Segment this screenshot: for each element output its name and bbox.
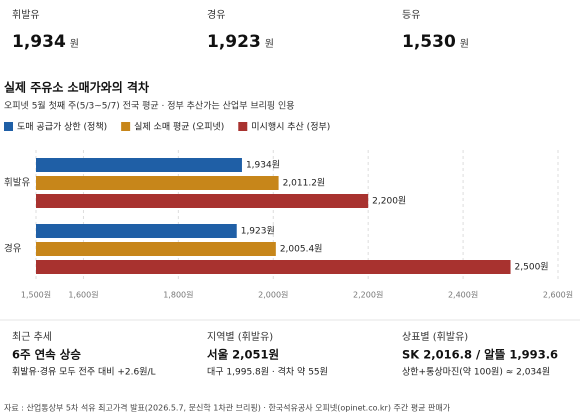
stat-value: SK 2,016.8 / 알뜰 1,993.6 bbox=[402, 348, 558, 362]
bar bbox=[36, 176, 279, 190]
chart-subtitle: 오피넷 5월 첫째 주(5/3~5/7) 전국 평균 · 정부 추산가는 산업부… bbox=[4, 100, 295, 112]
legend-label: 도매 공급가 상한 (정책) bbox=[17, 121, 107, 133]
legend-swatch bbox=[4, 122, 13, 131]
stat-label: 최근 추세 bbox=[12, 331, 52, 343]
stat-value: 서울 2,051원 bbox=[207, 348, 279, 362]
bar bbox=[36, 260, 511, 274]
card-label: 등유 bbox=[402, 9, 420, 21]
source: 자료 : 산업통상부 5차 석유 최고가격 발표(2026.5.7, 문신학 1… bbox=[4, 403, 451, 413]
bar-value-label: 1,923원 bbox=[241, 226, 275, 237]
stat-note: 휘발유·경유 모두 전주 대비 +2.6원/L bbox=[12, 366, 156, 378]
bar-value-label: 2,011.2원 bbox=[283, 178, 326, 189]
card-unit: 원 bbox=[460, 38, 469, 50]
card-value: 1,530 bbox=[402, 32, 456, 52]
category-label: 휘발유 bbox=[4, 178, 30, 189]
card-unit: 원 bbox=[265, 38, 274, 50]
card-label: 경유 bbox=[207, 8, 225, 21]
x-tick-label: 1,600원 bbox=[68, 291, 98, 300]
bar bbox=[36, 158, 242, 172]
chart-title: 실제 주유소 소매가와의 격차 bbox=[4, 80, 149, 95]
legend-label: 실제 소매 평균 (오피넷) bbox=[134, 122, 224, 133]
legend-swatch bbox=[121, 122, 131, 131]
stat-label: 지역별 (휘발유) bbox=[207, 331, 273, 343]
bar-value-label: 1,934원 bbox=[246, 160, 280, 171]
bar-value-label: 2,200원 bbox=[372, 196, 406, 207]
legend-swatch bbox=[238, 122, 248, 131]
bar bbox=[36, 224, 237, 238]
x-tick-label: 1,500원 bbox=[21, 291, 51, 300]
bar-value-label: 2,005.4원 bbox=[280, 244, 323, 255]
x-tick-label: 2,000원 bbox=[258, 291, 288, 300]
stat-note: 상한+통상마진(약 100원) ≈ 2,034원 bbox=[402, 366, 550, 378]
legend-label: 미시행시 추산 (정부) bbox=[251, 121, 330, 133]
card-label: 휘발유 bbox=[12, 9, 40, 21]
card-unit: 원 bbox=[70, 38, 79, 50]
category-label: 경유 bbox=[4, 243, 22, 255]
bar bbox=[36, 194, 369, 208]
x-tick-label: 1,800원 bbox=[163, 291, 193, 300]
x-tick-label: 2,600원 bbox=[543, 291, 573, 300]
x-tick-label: 2,200원 bbox=[353, 291, 383, 300]
bar-value-label: 2,500원 bbox=[515, 262, 549, 273]
card-value: 1,934 bbox=[12, 32, 66, 52]
card-value: 1,923 bbox=[207, 32, 261, 52]
stat-note: 대구 1,995.8원 · 격차 약 55원 bbox=[207, 366, 328, 378]
stat-value: 6주 연속 상승 bbox=[12, 348, 81, 362]
x-tick-label: 2,400원 bbox=[448, 291, 478, 300]
stat-label: 상표별 (휘발유) bbox=[402, 331, 468, 343]
bar bbox=[36, 242, 276, 256]
